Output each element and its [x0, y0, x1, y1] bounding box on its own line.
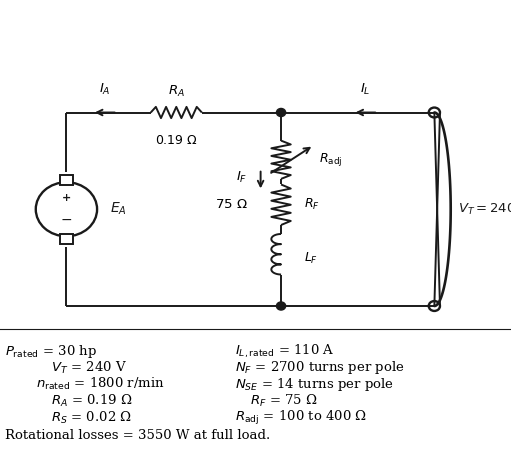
- Text: $R_F$: $R_F$: [304, 197, 319, 212]
- Text: $R_A$: $R_A$: [168, 84, 185, 99]
- Text: $0.19\ \Omega$: $0.19\ \Omega$: [155, 134, 198, 147]
- Text: $N_F$ = 2700 turns per pole: $N_F$ = 2700 turns per pole: [235, 359, 405, 376]
- Text: $75\ \Omega$: $75\ \Omega$: [215, 198, 248, 211]
- Text: $N_{SE}$ = 14 turns per pole: $N_{SE}$ = 14 turns per pole: [235, 376, 394, 393]
- Text: $I_L$: $I_L$: [360, 81, 370, 97]
- Text: $R_S$ = 0.02 Ω: $R_S$ = 0.02 Ω: [51, 410, 132, 426]
- Text: $I_{L,\mathrm{rated}}$ = 110 A: $I_{L,\mathrm{rated}}$ = 110 A: [235, 342, 335, 360]
- Text: $R_A$ = 0.19 Ω: $R_A$ = 0.19 Ω: [51, 393, 132, 409]
- Text: $L_F$: $L_F$: [304, 251, 318, 266]
- Text: $E_A$: $E_A$: [110, 201, 127, 217]
- Text: $I_A$: $I_A$: [99, 81, 110, 97]
- Circle shape: [276, 108, 286, 117]
- Text: +: +: [62, 193, 71, 203]
- Text: −: −: [61, 212, 72, 226]
- Text: $R_F$ = 75 Ω: $R_F$ = 75 Ω: [250, 393, 318, 409]
- Circle shape: [276, 302, 286, 310]
- Text: $P_{\mathrm{rated}}$ = 30 hp: $P_{\mathrm{rated}}$ = 30 hp: [5, 342, 97, 360]
- Text: $V_T = 240\ \mathrm{V}$: $V_T = 240\ \mathrm{V}$: [458, 202, 511, 217]
- Text: $V_T$ = 240 V: $V_T$ = 240 V: [51, 360, 127, 376]
- Text: $R_{\mathrm{adj}}$ = 100 to 400 Ω: $R_{\mathrm{adj}}$ = 100 to 400 Ω: [235, 409, 367, 427]
- Bar: [60, 175, 73, 184]
- Text: $R_{\rm adj}$: $R_{\rm adj}$: [319, 151, 342, 168]
- Text: $I_F$: $I_F$: [237, 170, 248, 185]
- Bar: [60, 234, 73, 244]
- Text: Rotational losses = 3550 W at full load.: Rotational losses = 3550 W at full load.: [5, 429, 270, 441]
- Text: $n_{\mathrm{rated}}$ = 1800 r/min: $n_{\mathrm{rated}}$ = 1800 r/min: [36, 376, 165, 392]
